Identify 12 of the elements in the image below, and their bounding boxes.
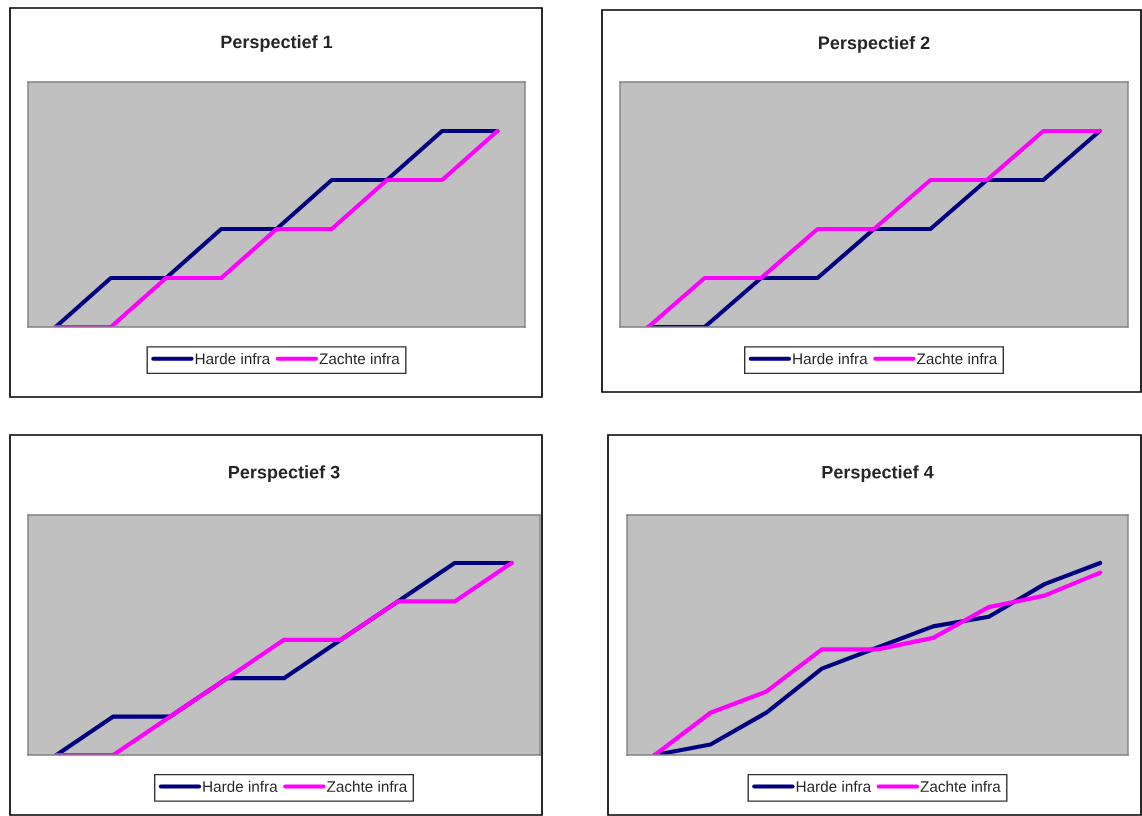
chart-title: Perspectief 3 [229, 465, 340, 483]
legend-label: Zachte infra [917, 353, 998, 365]
chart-title: Perspectief 2 [819, 35, 930, 53]
legend-label: Harde infra [195, 353, 271, 365]
chart-title: Perspectief 4 [822, 465, 934, 483]
legend-label: Zachte infra [920, 780, 1001, 792]
legend-label: Zachte infra [327, 780, 408, 792]
chart-title: Perspectief 1 [221, 35, 333, 52]
legend-label: Harde infra [796, 780, 872, 792]
legend-label: Harde infra [793, 353, 868, 365]
legend-label: Zachte infra [319, 353, 400, 365]
legend-label: Harde infra [203, 780, 278, 792]
